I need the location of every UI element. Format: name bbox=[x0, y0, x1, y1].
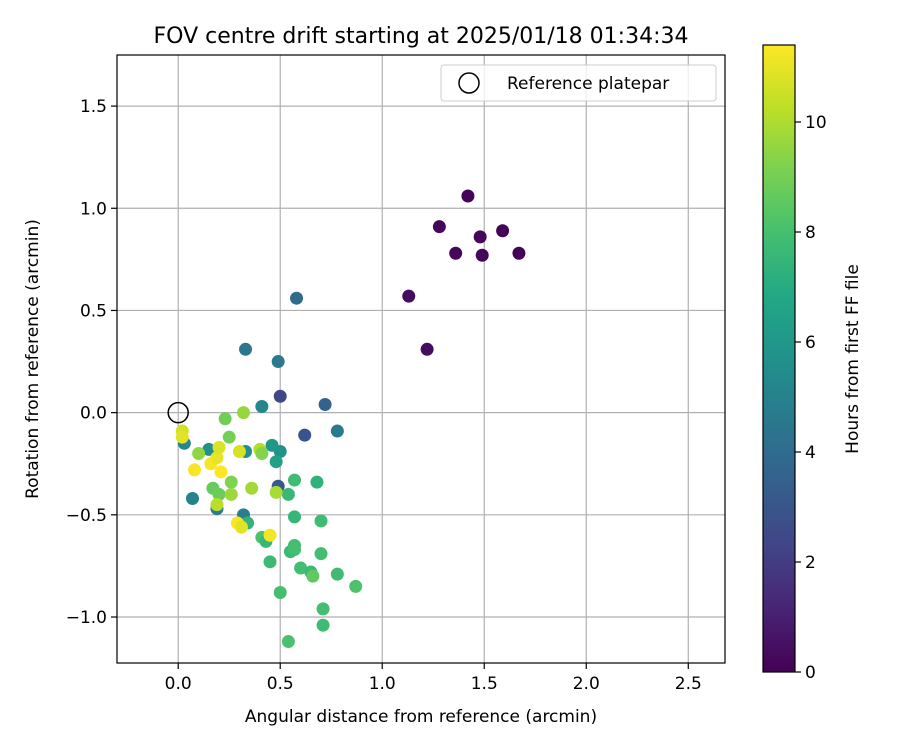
data-point bbox=[316, 602, 330, 616]
x-tick-label: 1.5 bbox=[471, 674, 498, 694]
data-point bbox=[461, 189, 475, 203]
x-tick-label: 2.5 bbox=[675, 674, 702, 694]
legend-marker bbox=[458, 72, 480, 94]
y-tick-label: 1.0 bbox=[80, 199, 107, 219]
data-point bbox=[512, 246, 526, 260]
data-point bbox=[316, 618, 330, 632]
data-point bbox=[496, 224, 510, 238]
colorbar-tick-label: 6 bbox=[805, 333, 816, 353]
data-point bbox=[188, 463, 202, 477]
colorbar-label: Hours from first FF file bbox=[843, 264, 863, 454]
data-point bbox=[232, 444, 246, 458]
data-point bbox=[210, 498, 224, 512]
data-point bbox=[310, 475, 324, 489]
data-point bbox=[245, 481, 259, 495]
data-point bbox=[263, 555, 277, 569]
legend: Reference platepar bbox=[440, 64, 717, 102]
plot-frame bbox=[116, 54, 726, 664]
x-tick-label: 2.0 bbox=[573, 674, 600, 694]
colorbar-tick-label: 2 bbox=[805, 553, 816, 573]
data-point bbox=[475, 248, 489, 262]
data-point bbox=[402, 289, 416, 303]
data-point bbox=[224, 487, 238, 501]
y-axis-label: Rotation from reference (arcmin) bbox=[23, 219, 43, 499]
data-point bbox=[306, 569, 320, 583]
data-point bbox=[185, 491, 199, 505]
data-point bbox=[281, 487, 295, 501]
colorbar-gradient bbox=[762, 44, 796, 673]
data-point bbox=[175, 430, 189, 444]
data-point bbox=[330, 567, 344, 581]
y-tick-label: −0.5 bbox=[66, 506, 107, 526]
data-point bbox=[212, 440, 226, 454]
y-tick-label: 1.5 bbox=[80, 97, 107, 117]
data-point bbox=[192, 447, 206, 461]
data-point bbox=[269, 485, 283, 499]
x-tick-label: 0.5 bbox=[267, 674, 294, 694]
y-tick-label: 0.5 bbox=[80, 301, 107, 321]
colorbar-tick-label: 4 bbox=[805, 443, 816, 463]
data-point bbox=[288, 510, 302, 524]
data-point bbox=[420, 342, 434, 356]
colorbar: 0 2 4 6 8 10 Hours from first FF file bbox=[762, 44, 863, 683]
data-point bbox=[271, 355, 285, 369]
data-point bbox=[218, 412, 232, 426]
legend-box bbox=[440, 64, 717, 102]
x-tick-label: 1.0 bbox=[369, 674, 396, 694]
data-point bbox=[210, 451, 224, 465]
y-tick-label: 0.0 bbox=[80, 404, 107, 424]
data-point bbox=[224, 475, 238, 489]
data-point bbox=[432, 220, 446, 234]
x-axis-label: Angular distance from reference (arcmin) bbox=[245, 707, 597, 727]
chart-title: FOV centre drift starting at 2025/01/18 … bbox=[154, 24, 689, 49]
reference-point bbox=[167, 401, 189, 424]
data-point bbox=[288, 473, 302, 487]
x-ticks: 0.0 0.5 1.0 1.5 2.0 2.5 bbox=[165, 663, 702, 694]
data-point bbox=[314, 514, 328, 528]
data-point bbox=[255, 447, 269, 461]
data-point bbox=[202, 442, 216, 456]
points bbox=[175, 189, 526, 649]
colorbar-tick-label: 0 bbox=[805, 663, 816, 683]
data-point bbox=[473, 230, 487, 244]
data-point bbox=[281, 635, 295, 649]
y-tick-label: −1.0 bbox=[66, 608, 107, 628]
data-point bbox=[255, 400, 269, 414]
data-point bbox=[288, 543, 302, 557]
data-point bbox=[294, 561, 308, 575]
data-point bbox=[222, 430, 236, 444]
data-point bbox=[330, 424, 344, 438]
data-point bbox=[239, 342, 253, 356]
data-point bbox=[290, 291, 304, 305]
data-point bbox=[273, 585, 287, 599]
data-point bbox=[265, 438, 279, 452]
data-point bbox=[214, 465, 228, 479]
data-point bbox=[234, 520, 248, 534]
data-point bbox=[263, 528, 277, 542]
data-point bbox=[212, 487, 226, 501]
colorbar-tick-label: 10 bbox=[805, 113, 827, 133]
colorbar-tick-label: 8 bbox=[805, 223, 816, 243]
data-point bbox=[298, 428, 312, 442]
data-point bbox=[273, 389, 287, 403]
data-point bbox=[314, 547, 328, 561]
data-point bbox=[349, 579, 363, 593]
data-point bbox=[318, 397, 332, 411]
data-point bbox=[269, 455, 283, 469]
grid bbox=[117, 55, 725, 663]
y-ticks: −1.0 −0.5 0.0 0.5 1.0 1.5 bbox=[66, 97, 117, 628]
data-point bbox=[236, 406, 250, 420]
legend-label: Reference platepar bbox=[507, 74, 669, 94]
data-point bbox=[449, 246, 463, 260]
x-tick-label: 0.0 bbox=[165, 674, 192, 694]
colorbar-ticks: 0 2 4 6 8 10 bbox=[795, 113, 827, 683]
